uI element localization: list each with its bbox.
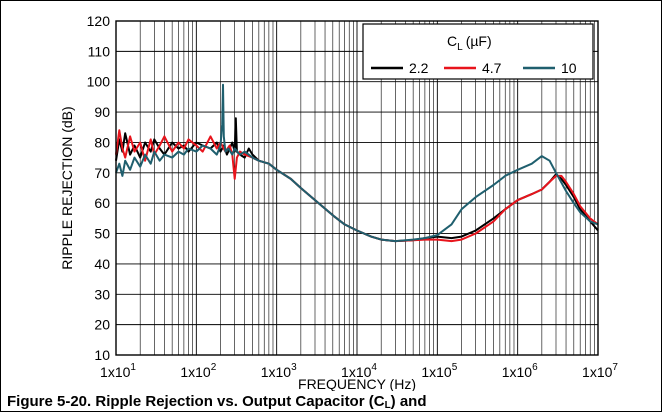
y-tick-label: 80 xyxy=(94,134,110,150)
figure-caption: Figure 5-20. Ripple Rejection vs. Output… xyxy=(7,391,657,413)
y-tick-labels: 10 20 30 40 50 60 70 80 90 100 110 120 xyxy=(87,13,111,363)
y-tick-label: 20 xyxy=(94,317,110,333)
caption-text: Figure 5-20. Ripple Rejection vs. Output… xyxy=(7,393,385,410)
legend-title: CL (µF) xyxy=(447,33,492,53)
y-tick-label: 90 xyxy=(94,104,110,120)
x-tick-label: 1x103 xyxy=(261,362,297,380)
legend-entry-2-2: 2.2 xyxy=(409,60,429,76)
legend-entry-10: 10 xyxy=(561,60,577,76)
y-tick-label: 50 xyxy=(94,226,110,242)
x-tick-label: 1x106 xyxy=(502,362,538,380)
legend-entry-4-7: 4.7 xyxy=(482,60,502,76)
legend-box xyxy=(362,23,594,80)
legend-title-sub: L xyxy=(457,42,463,53)
caption-tail: ) and xyxy=(390,393,427,410)
y-tick-label: 70 xyxy=(94,165,110,181)
x-tick-label: 1x107 xyxy=(582,362,618,380)
x-tick-labels: 1x101 1x102 1x103 1x104 1x105 1x106 1x107 xyxy=(100,362,618,380)
plot-border xyxy=(115,20,599,356)
y-tick-label: 40 xyxy=(94,256,110,272)
y-tick-label: 30 xyxy=(94,286,110,302)
legend-title-unit: (µF) xyxy=(466,33,492,49)
x-tick-label: 1x104 xyxy=(341,362,377,380)
y-axis-title: RIPPLE REJECTION (dB) xyxy=(59,106,75,269)
x-tick-label: 1x101 xyxy=(100,362,136,380)
legend-title-main: C xyxy=(447,33,457,49)
x-tick-label: 1x102 xyxy=(180,362,216,380)
series-line-10 xyxy=(115,83,599,243)
series-lines xyxy=(115,83,599,243)
y-tick-label: 10 xyxy=(94,347,110,363)
legend: CL (µF) 2.2 4.7 10 xyxy=(362,23,594,80)
x-tick-label: 1x105 xyxy=(421,362,457,380)
y-tick-label: 120 xyxy=(87,13,111,29)
caption-sub: L xyxy=(384,400,391,411)
x-axis-title: FREQUENCY (Hz) xyxy=(298,376,416,391)
y-tick-label: 60 xyxy=(94,195,110,211)
y-tick-label: 100 xyxy=(87,74,111,90)
y-tick-label: 110 xyxy=(88,43,111,59)
